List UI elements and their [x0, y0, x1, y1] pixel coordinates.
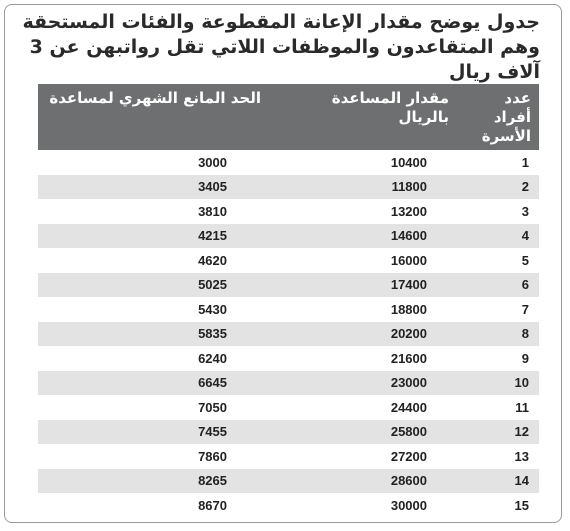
cell-family-members: 7: [457, 297, 539, 322]
cell-assistance-amount: 11800: [269, 174, 457, 199]
cell-monthly-limit: 3810: [38, 199, 269, 224]
cell-assistance-amount: 23000: [269, 370, 457, 395]
cell-monthly-limit: 8670: [38, 493, 269, 518]
cell-assistance-amount: 28600: [269, 468, 457, 493]
cell-monthly-limit: 5025: [38, 272, 269, 297]
table-row: 6 17400 5025: [38, 272, 539, 297]
cell-assistance-amount: 17400: [269, 272, 457, 297]
table-row: 15 30000 8670: [38, 493, 539, 518]
cell-assistance-amount: 27200: [269, 444, 457, 469]
cell-assistance-amount: 13200: [269, 199, 457, 224]
cell-family-members: 14: [457, 468, 539, 493]
table-row: 11 24400 7050: [38, 395, 539, 420]
table-row: 14 28600 8265: [38, 468, 539, 493]
cell-monthly-limit: 7860: [38, 444, 269, 469]
cell-assistance-amount: 20200: [269, 321, 457, 346]
table-header: عدد أفراد الأسرة مقدار المساعدة بالريال …: [38, 84, 539, 150]
table-body: 1 10400 3000 2 11800 3405 3 13200 3810 4 14600 4215…: [38, 150, 539, 518]
cell-assistance-amount: 16000: [269, 248, 457, 273]
header-monthly-limit: الحد المانع الشهري لمساعدة: [38, 84, 269, 150]
cell-family-members: 10: [457, 370, 539, 395]
cell-assistance-amount: 18800: [269, 297, 457, 322]
table-row: 3 13200 3810: [38, 199, 539, 224]
cell-assistance-amount: 24400: [269, 395, 457, 420]
cell-family-members: 13: [457, 444, 539, 469]
cell-assistance-amount: 21600: [269, 346, 457, 371]
table-row: 5 16000 4620: [38, 248, 539, 273]
cell-family-members: 5: [457, 248, 539, 273]
cell-assistance-amount: 30000: [269, 493, 457, 518]
cell-monthly-limit: 3000: [38, 150, 269, 175]
table-row: 4 14600 4215: [38, 223, 539, 248]
cell-family-members: 8: [457, 321, 539, 346]
table-row: 10 23000 6645: [38, 370, 539, 395]
cell-family-members: 6: [457, 272, 539, 297]
cell-monthly-limit: 4620: [38, 248, 269, 273]
table-row: 2 11800 3405: [38, 174, 539, 199]
table-row: 12 25800 7455: [38, 419, 539, 444]
cell-monthly-limit: 8265: [38, 468, 269, 493]
cell-family-members: 15: [457, 493, 539, 518]
cell-family-members: 11: [457, 395, 539, 420]
table-frame: [4, 4, 562, 523]
cell-family-members: 1: [457, 150, 539, 175]
cell-assistance-amount: 14600: [269, 223, 457, 248]
header-family-members: عدد أفراد الأسرة: [457, 84, 539, 150]
table-row: 1 10400 3000: [38, 150, 539, 175]
cell-monthly-limit: 4215: [38, 223, 269, 248]
header-assistance-amount: مقدار المساعدة بالريال: [269, 84, 457, 150]
cell-monthly-limit: 5430: [38, 297, 269, 322]
cell-assistance-amount: 25800: [269, 419, 457, 444]
cell-monthly-limit: 7050: [38, 395, 269, 420]
cell-monthly-limit: 6240: [38, 346, 269, 371]
cell-monthly-limit: 3405: [38, 174, 269, 199]
cell-family-members: 9: [457, 346, 539, 371]
table-row: 9 21600 6240: [38, 346, 539, 371]
table-row: 8 20200 5835: [38, 321, 539, 346]
cell-monthly-limit: 7455: [38, 419, 269, 444]
assistance-table: عدد أفراد الأسرة مقدار المساعدة بالريال …: [38, 84, 539, 518]
header-row: عدد أفراد الأسرة مقدار المساعدة بالريال …: [38, 84, 539, 150]
cell-assistance-amount: 10400: [269, 150, 457, 175]
cell-family-members: 2: [457, 174, 539, 199]
cell-family-members: 12: [457, 419, 539, 444]
cell-monthly-limit: 6645: [38, 370, 269, 395]
cell-family-members: 4: [457, 223, 539, 248]
table-title: جدول يوضح مقدار الإعانة المقطوعة والفئات…: [22, 11, 540, 83]
table-row: 7 18800 5430: [38, 297, 539, 322]
cell-family-members: 3: [457, 199, 539, 224]
table-row: 13 27200 7860: [38, 444, 539, 469]
cell-monthly-limit: 5835: [38, 321, 269, 346]
